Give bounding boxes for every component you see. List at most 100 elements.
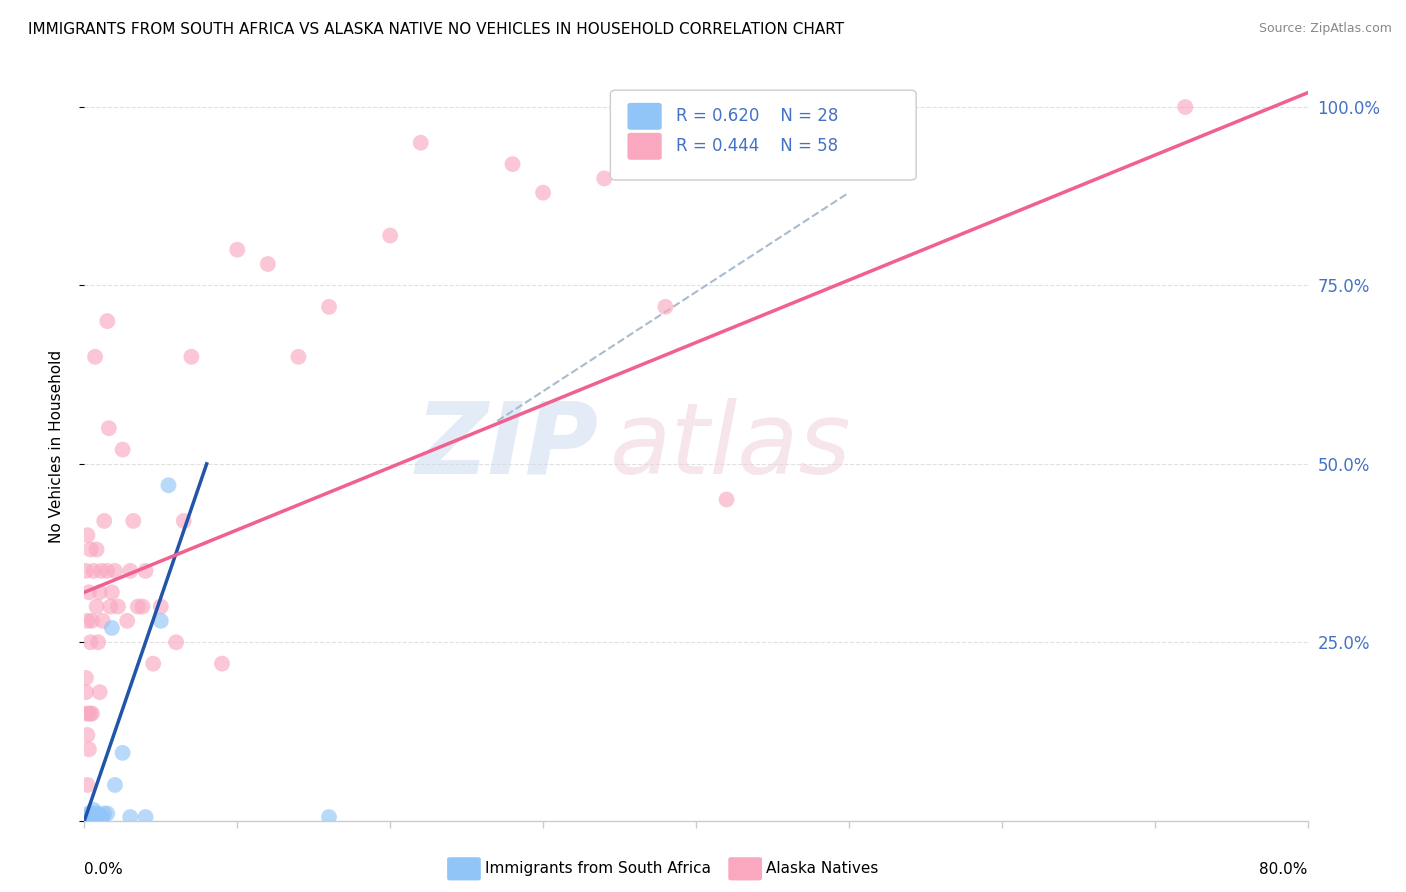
Point <box>91 810 114 824</box>
Point <box>89 808 111 822</box>
Point <box>75 671 97 685</box>
Point <box>96 314 118 328</box>
Point <box>76 810 98 824</box>
Point <box>89 685 111 699</box>
Point <box>226 243 249 257</box>
Text: R = 0.620    N = 28: R = 0.620 N = 28 <box>676 107 839 125</box>
Point <box>127 599 149 614</box>
Point <box>84 350 107 364</box>
Point <box>77 806 100 821</box>
Point <box>77 706 100 721</box>
Point <box>80 808 103 822</box>
Point <box>79 810 101 824</box>
Point <box>135 810 157 824</box>
Text: Alaska Natives: Alaska Natives <box>766 862 879 876</box>
Point <box>86 542 108 557</box>
Point <box>79 635 101 649</box>
Point <box>149 614 172 628</box>
Text: IMMIGRANTS FROM SOUTH AFRICA VS ALASKA NATIVE NO VEHICLES IN HOUSEHOLD CORRELATI: IMMIGRANTS FROM SOUTH AFRICA VS ALASKA N… <box>28 22 844 37</box>
Point <box>76 614 98 628</box>
Point <box>107 599 129 614</box>
Point <box>80 810 103 824</box>
Point <box>89 810 111 824</box>
Point <box>75 685 97 699</box>
Point <box>90 564 112 578</box>
Point <box>120 810 142 824</box>
Point <box>77 742 100 756</box>
Text: Immigrants from South Africa: Immigrants from South Africa <box>485 862 711 876</box>
Point <box>104 778 127 792</box>
Point <box>115 614 138 628</box>
Point <box>87 810 110 824</box>
Point <box>93 514 115 528</box>
Text: atlas: atlas <box>610 398 852 494</box>
Text: 80.0%: 80.0% <box>1260 862 1308 877</box>
Point <box>1174 100 1197 114</box>
Point <box>79 806 101 821</box>
Y-axis label: No Vehicles in Household: No Vehicles in Household <box>49 350 63 542</box>
Point <box>80 614 103 628</box>
Point <box>104 564 127 578</box>
Point <box>87 635 110 649</box>
Point <box>79 542 101 557</box>
Point <box>97 421 120 435</box>
Point <box>76 778 98 792</box>
Text: Source: ZipAtlas.com: Source: ZipAtlas.com <box>1258 22 1392 36</box>
Point <box>111 746 134 760</box>
Point <box>84 810 107 824</box>
Point <box>318 810 340 824</box>
Point <box>211 657 233 671</box>
Point <box>131 599 153 614</box>
Point <box>76 528 98 542</box>
Point <box>77 585 100 599</box>
Point <box>75 810 97 824</box>
Point <box>83 810 105 824</box>
Point <box>77 810 100 824</box>
Point <box>318 300 340 314</box>
Point <box>84 806 107 821</box>
Point <box>101 621 124 635</box>
Point <box>93 806 115 821</box>
Point <box>83 803 105 817</box>
Point <box>409 136 432 150</box>
Point <box>90 810 112 824</box>
Point <box>142 657 165 671</box>
Point <box>101 585 124 599</box>
Point <box>79 706 101 721</box>
Point <box>75 564 97 578</box>
Point <box>257 257 280 271</box>
Point <box>135 564 157 578</box>
Text: ZIP: ZIP <box>415 398 598 494</box>
Text: R = 0.444    N = 58: R = 0.444 N = 58 <box>676 137 838 155</box>
Point <box>76 728 98 742</box>
Point <box>122 514 145 528</box>
Point <box>96 806 118 821</box>
Point <box>83 564 105 578</box>
Text: 0.0%: 0.0% <box>84 862 124 877</box>
Point <box>380 228 402 243</box>
Point <box>149 599 172 614</box>
Point <box>157 478 180 492</box>
Point <box>86 806 108 821</box>
Point <box>287 350 309 364</box>
Point <box>75 706 97 721</box>
Point <box>80 706 103 721</box>
Point <box>98 599 121 614</box>
FancyBboxPatch shape <box>610 90 917 180</box>
Point <box>593 171 616 186</box>
Point <box>89 585 111 599</box>
FancyBboxPatch shape <box>627 133 662 160</box>
Point <box>120 564 142 578</box>
Point <box>111 442 134 457</box>
Point <box>173 514 195 528</box>
Point <box>502 157 524 171</box>
Point <box>91 614 114 628</box>
Point <box>86 599 108 614</box>
Point <box>531 186 554 200</box>
Point <box>716 492 738 507</box>
Point <box>654 300 676 314</box>
Point <box>165 635 187 649</box>
FancyBboxPatch shape <box>627 103 662 130</box>
Point <box>180 350 202 364</box>
Point <box>96 564 118 578</box>
